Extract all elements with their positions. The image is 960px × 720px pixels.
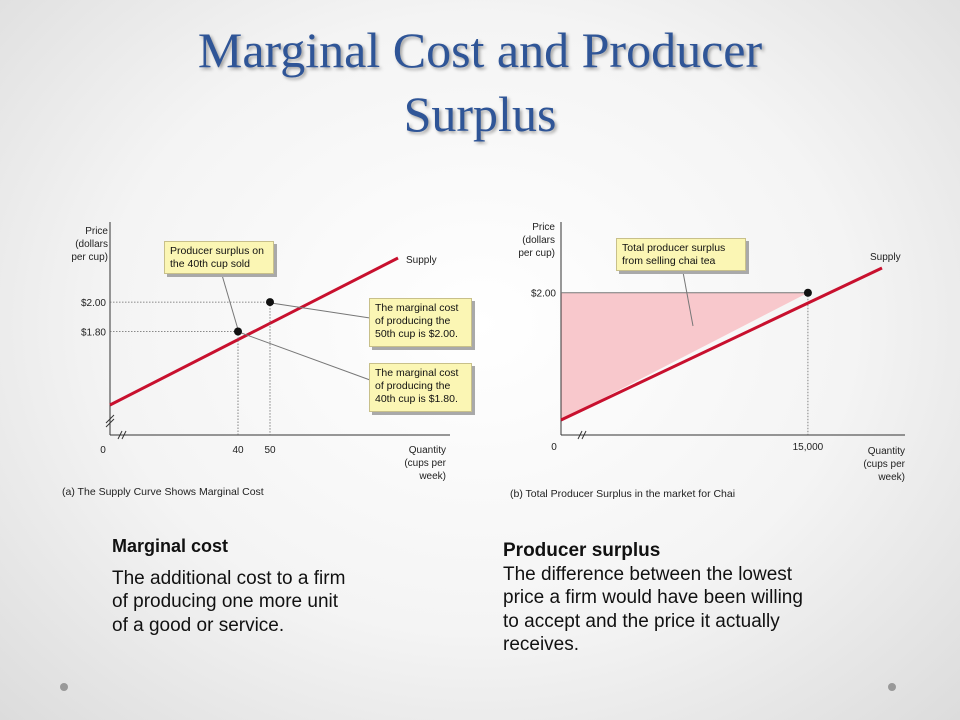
- chart-b-caption: (b) Total Producer Surplus in the market…: [510, 488, 735, 500]
- chart-a-series-label: Supply: [406, 255, 437, 266]
- chart-a-point-0: [234, 327, 242, 336]
- definition-producer-surplus: Producer surplus The difference between …: [503, 539, 903, 657]
- chart-a-leader-40th-surplus: [221, 274, 239, 330]
- chart-a-y-axis-label: Price (dollars per cup): [71, 226, 108, 263]
- chart-b-x-tick-label-1: 15,000: [793, 442, 824, 453]
- chart-b-x-axis-break-a: [577, 430, 583, 440]
- chart-a-y-break-b: [105, 418, 115, 428]
- chart-a-point-1: [266, 298, 274, 307]
- slide-bullet-dot-left: [60, 683, 68, 691]
- chart-b-surplus-area: [561, 292, 808, 420]
- chart-a-x-tick-label-1: 40: [232, 445, 244, 456]
- chart-b-y-tick-label-0: $2.00: [531, 289, 556, 300]
- chart-a-x-tick-label-0: 0: [100, 445, 106, 456]
- callout-producer-surplus-40th: Producer surplus on the 40th cup sold: [164, 241, 274, 274]
- chart-a-caption: (a) The Supply Curve Shows Marginal Cost: [62, 486, 264, 498]
- chart-b-leader: [682, 271, 694, 327]
- definition-producer-surplus-text: The difference between the lowest price …: [503, 563, 803, 656]
- chart-b-y-axis-label: Price (dollars per cup): [518, 222, 555, 259]
- chart-b-series-label: Supply: [870, 252, 901, 263]
- definition-marginal-cost-text: The additional cost to a firm of produci…: [112, 567, 346, 636]
- chart-a-x-axis-break-b: [121, 430, 127, 440]
- chart-b-point-0: [803, 288, 812, 297]
- definition-marginal-cost: Marginal cost The additional cost to a f…: [112, 535, 432, 637]
- chart-b-x-axis-label: Quantity (cups per week): [863, 446, 905, 483]
- chart-a-supply-line: [109, 256, 399, 407]
- chart-a-x-tick-label-2: 50: [264, 445, 276, 456]
- chart-b-x-tick-label-0: 0: [551, 442, 557, 453]
- chart-b-x-axis-break-b: [581, 430, 587, 440]
- callout-total-producer-surplus: Total producer surplus from selling chai…: [616, 238, 746, 271]
- chart-a-y-tick-label-1: $1.80: [81, 328, 106, 339]
- callout-mc-50th: The marginal cost of producing the 50th …: [369, 298, 472, 347]
- chart-a-y-break-a: [105, 414, 115, 424]
- chart-a-leader-40th: [239, 332, 371, 381]
- slide-title-line1: Marginal Cost and Producer: [197, 22, 763, 78]
- chart-a-x-axis-break-a: [117, 430, 123, 440]
- slide-title: Marginal Cost and Producer Surplus: [0, 18, 960, 146]
- chart-a-y-tick-label-0: $2.00: [81, 298, 106, 309]
- slide-bullet-dot-right: [888, 683, 896, 691]
- chart-b-supply-line: [560, 266, 883, 422]
- definition-marginal-cost-term: Marginal cost: [112, 536, 229, 556]
- callout-mc-40th: The marginal cost of producing the 40th …: [369, 363, 472, 412]
- slide-title-line2: Surplus: [403, 86, 557, 142]
- chart-a-leader-50th: [271, 302, 371, 319]
- chart-a-x-axis-label: Quantity (cups per week): [404, 445, 446, 482]
- definition-producer-surplus-term: Producer surplus: [503, 540, 661, 561]
